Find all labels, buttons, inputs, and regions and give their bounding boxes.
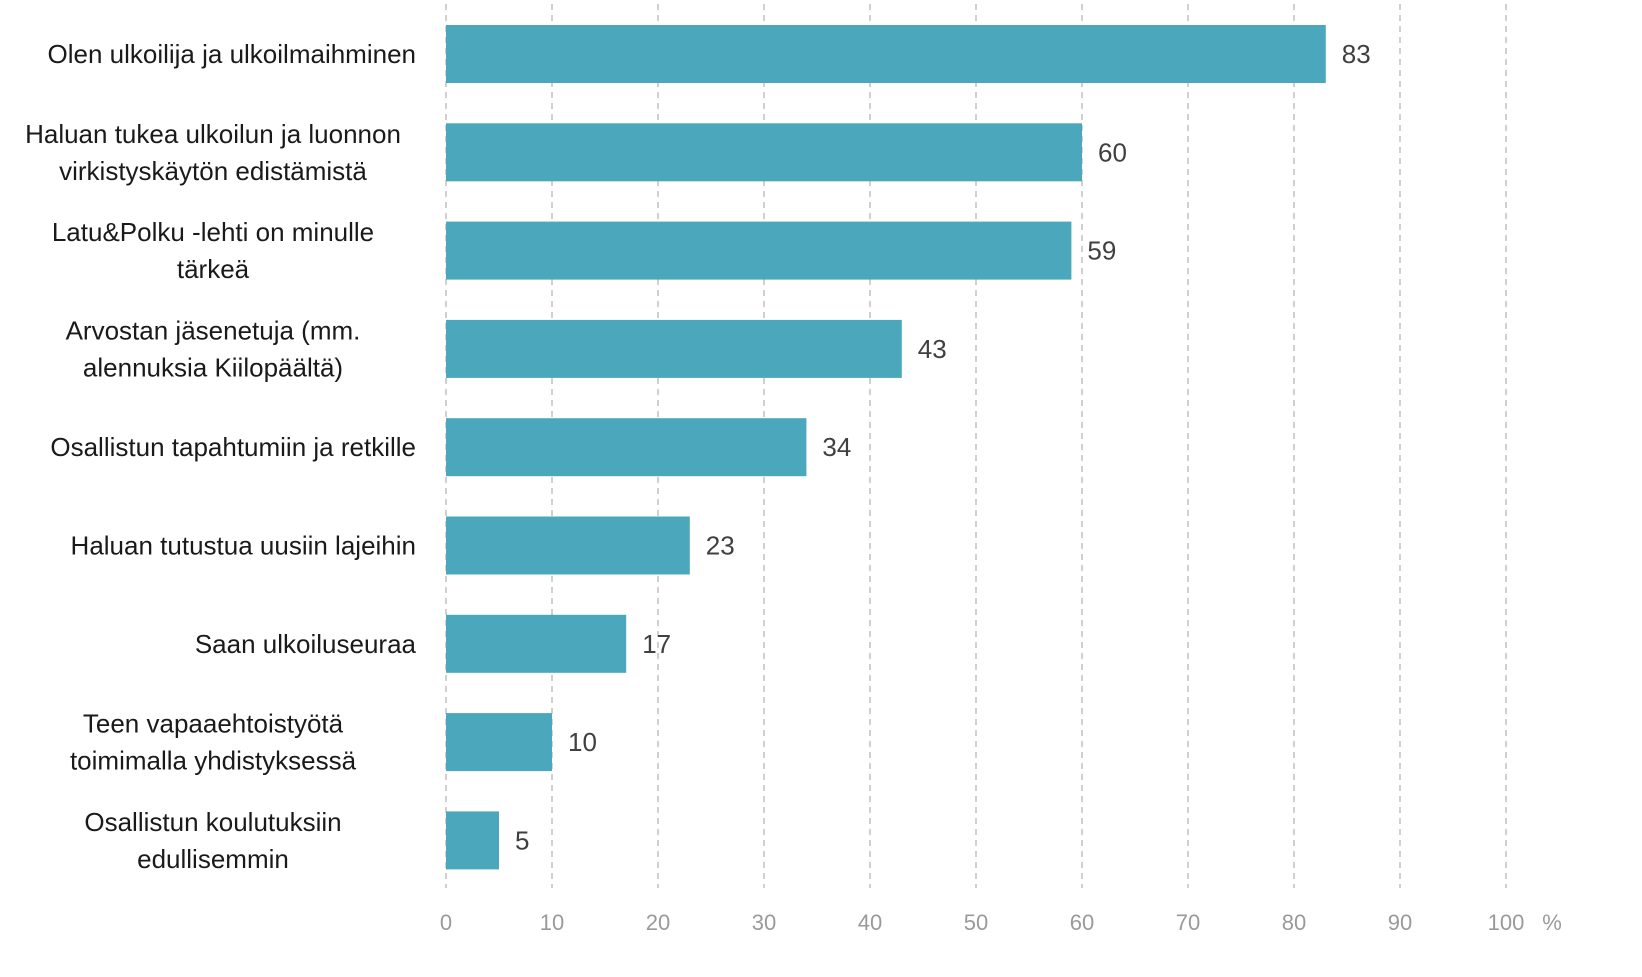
category-label-3-line-0: Arvostan jäsenetuja (mm. <box>66 315 361 345</box>
value-label-2: 59 <box>1087 236 1116 266</box>
category-label-2-line-1: tärkeä <box>177 254 250 284</box>
bars <box>446 25 1326 870</box>
category-label-3: Arvostan jäsenetuja (mm. alennuksia Kiilo… <box>66 315 361 382</box>
category-labels: Olen ulkoilija ja ulkoilmaihminen Haluan … <box>25 39 416 874</box>
x-tick-label-20: 20 <box>646 910 670 935</box>
category-label-1-line-1: virkistyskäytön edistämistä <box>59 156 367 186</box>
category-label-5: Haluan tutustua uusiin lajeihin <box>71 531 416 561</box>
x-axis-unit-label: % <box>1542 910 1562 935</box>
bar-4 <box>446 418 807 477</box>
category-label-7-line-0: Teen vapaaehtoistyötä <box>83 709 344 739</box>
value-label-1: 60 <box>1098 137 1127 167</box>
category-label-8-line-1: edullisemmin <box>137 844 289 874</box>
bar-8 <box>446 811 499 870</box>
value-label-8: 5 <box>515 825 529 855</box>
category-label-7-line-1: toimimalla yhdistyksessä <box>70 746 357 776</box>
bar-1 <box>446 123 1082 182</box>
bar-3 <box>446 319 902 378</box>
value-label-0: 83 <box>1342 39 1371 69</box>
category-label-2: Latu&Polku -lehti on minulle tärkeä <box>52 217 374 284</box>
category-label-2-line-0: Latu&Polku -lehti on minulle <box>52 217 374 247</box>
category-label-7: Teen vapaaehtoistyötä toimimalla yhdistyk… <box>70 709 357 776</box>
category-label-4: Osallistun tapahtumiin ja retkille <box>50 432 416 462</box>
value-labels: 83 60 59 43 34 23 17 10 5 <box>515 39 1371 855</box>
x-tick-label-100: 100 <box>1488 910 1525 935</box>
bar-2 <box>446 221 1072 280</box>
value-label-7: 10 <box>568 727 597 757</box>
category-label-8-line-0: Osallistun koulutuksiin <box>84 807 341 837</box>
x-tick-label-70: 70 <box>1176 910 1200 935</box>
category-label-0: Olen ulkoilija ja ulkoilmaihminen <box>47 39 416 69</box>
bar-5 <box>446 516 690 575</box>
x-tick-label-80: 80 <box>1282 910 1306 935</box>
x-tick-label-90: 90 <box>1388 910 1412 935</box>
x-tick-label-50: 50 <box>964 910 988 935</box>
category-label-1: Haluan tukea ulkoilun ja luonnon virkisty… <box>25 119 401 186</box>
bar-0 <box>446 25 1326 83</box>
bar-7 <box>446 713 552 772</box>
value-label-3: 43 <box>918 334 947 364</box>
x-tick-label-30: 30 <box>752 910 776 935</box>
x-axis-tick-labels: 0 10 20 30 40 50 60 70 80 90 100 <box>440 910 1524 935</box>
x-tick-label-10: 10 <box>540 910 564 935</box>
value-label-5: 23 <box>706 531 735 561</box>
value-label-6: 17 <box>642 629 671 659</box>
x-tick-label-60: 60 <box>1070 910 1094 935</box>
value-label-4: 34 <box>822 432 851 462</box>
category-label-3-line-1: alennuksia Kiilopäältä) <box>83 352 343 382</box>
category-label-1-line-0: Haluan tukea ulkoilun ja luonnon <box>25 119 401 149</box>
bar-6 <box>446 614 627 673</box>
category-label-8: Osallistun koulutuksiin edullisemmin <box>84 807 341 874</box>
category-label-6: Saan ulkoiluseuraa <box>195 629 417 659</box>
x-tick-label-40: 40 <box>858 910 882 935</box>
x-tick-label-0: 0 <box>440 910 452 935</box>
